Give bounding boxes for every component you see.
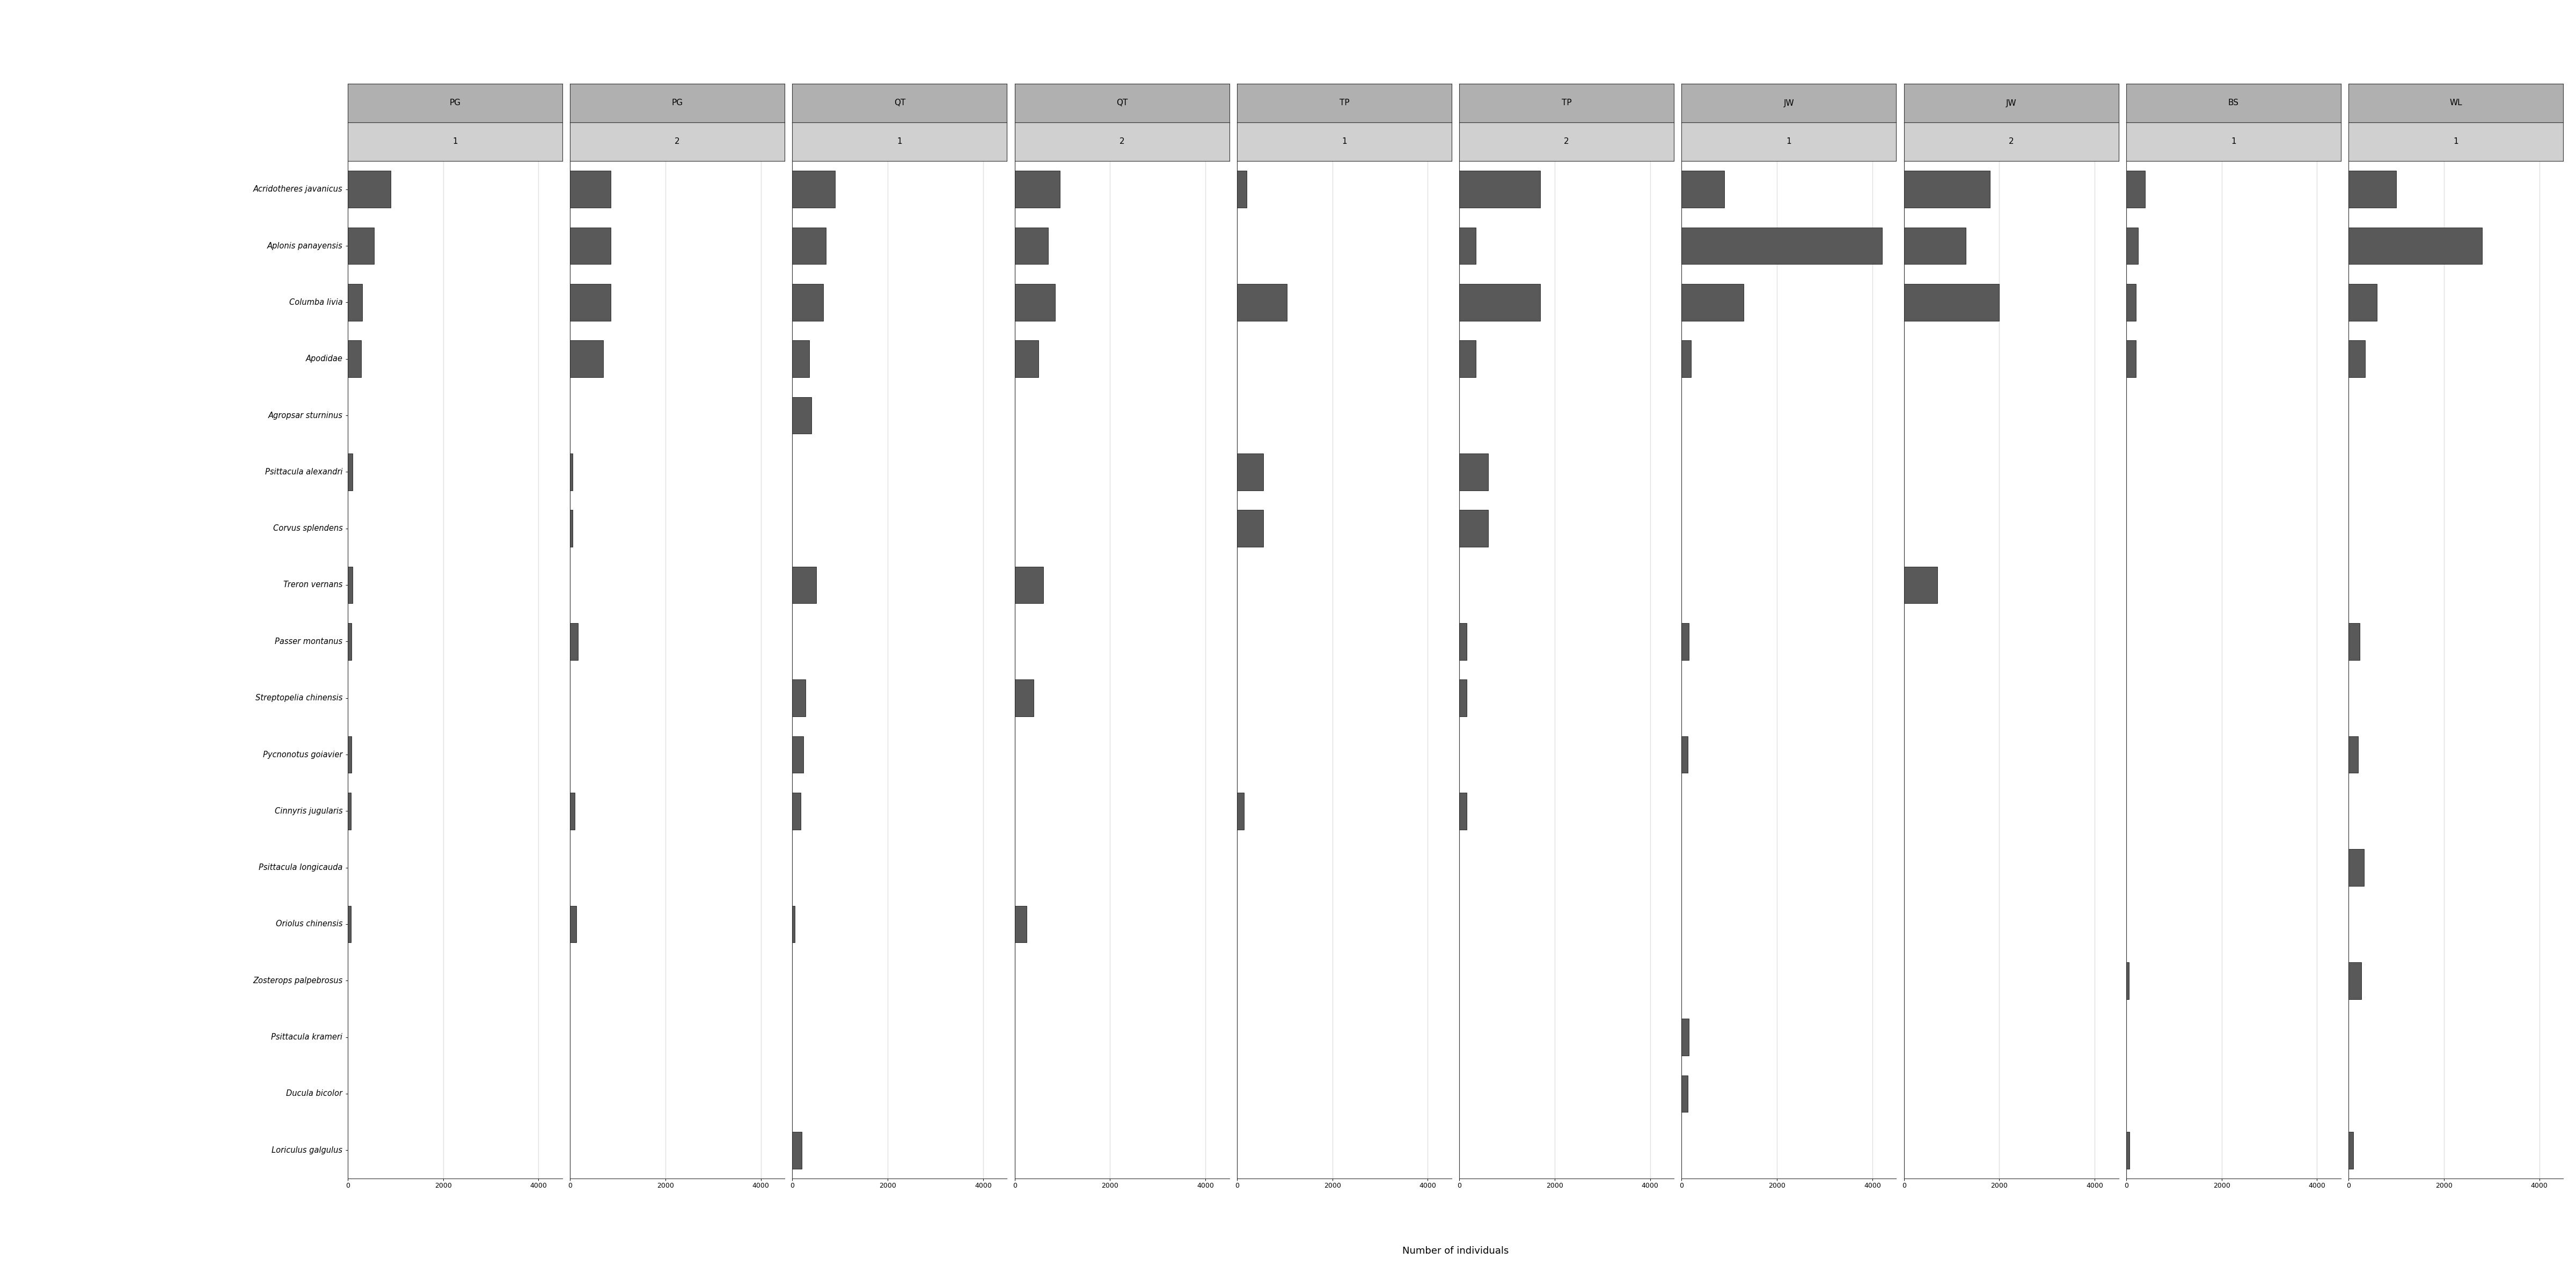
Bar xyxy=(1458,283,1540,321)
Bar xyxy=(1458,171,1540,207)
Bar xyxy=(2349,340,2365,377)
Text: 1: 1 xyxy=(2231,138,2236,146)
Text: QT: QT xyxy=(1115,99,1128,107)
Bar xyxy=(348,792,350,829)
Bar xyxy=(1682,283,1744,321)
Bar xyxy=(793,567,817,603)
Bar xyxy=(1015,567,1043,603)
Bar xyxy=(1236,510,1262,547)
Bar xyxy=(793,228,827,264)
Bar xyxy=(1904,283,1999,321)
Bar xyxy=(2125,171,2146,207)
Bar xyxy=(793,1132,801,1168)
Bar xyxy=(793,283,824,321)
Bar xyxy=(569,623,577,659)
Text: PG: PG xyxy=(448,99,461,107)
Bar xyxy=(793,737,804,773)
Bar xyxy=(2125,962,2130,999)
Bar xyxy=(569,340,603,377)
Bar xyxy=(1015,905,1028,943)
Bar xyxy=(348,283,363,321)
Bar xyxy=(1904,228,1965,264)
Text: 1: 1 xyxy=(2452,138,2458,146)
Text: TP: TP xyxy=(1561,99,1571,107)
Bar xyxy=(2349,1132,2354,1168)
Text: QT: QT xyxy=(894,99,904,107)
Bar xyxy=(1015,171,1059,207)
Text: PG: PG xyxy=(672,99,683,107)
Bar xyxy=(569,228,611,264)
Bar xyxy=(2125,228,2138,264)
Bar xyxy=(1682,623,1690,659)
Text: BS: BS xyxy=(2228,99,2239,107)
Bar xyxy=(569,792,574,829)
Bar xyxy=(1015,680,1033,716)
Bar xyxy=(1458,680,1466,716)
Bar xyxy=(1236,171,1247,207)
Bar xyxy=(793,171,835,207)
Bar xyxy=(2125,283,2136,321)
Bar xyxy=(1682,1019,1690,1056)
Bar xyxy=(1458,792,1466,829)
Bar xyxy=(1458,340,1476,377)
Bar xyxy=(348,623,350,659)
Bar xyxy=(348,453,353,491)
Bar xyxy=(569,283,611,321)
Bar xyxy=(793,792,801,829)
Text: 1: 1 xyxy=(1785,138,1790,146)
Bar xyxy=(348,737,350,773)
Bar xyxy=(569,171,611,207)
Bar xyxy=(1236,453,1262,491)
Bar xyxy=(2125,340,2136,377)
Bar xyxy=(348,228,374,264)
Bar xyxy=(1015,228,1048,264)
Bar xyxy=(1904,171,1989,207)
Bar xyxy=(2125,1132,2130,1168)
Bar xyxy=(1015,340,1038,377)
Text: 1: 1 xyxy=(1342,138,1347,146)
Bar xyxy=(793,397,811,434)
Bar xyxy=(1015,283,1056,321)
Bar xyxy=(1458,453,1489,491)
Text: TP: TP xyxy=(1340,99,1350,107)
Text: JW: JW xyxy=(2007,99,2017,107)
Bar xyxy=(348,567,353,603)
Bar xyxy=(1236,283,1288,321)
Bar xyxy=(348,171,392,207)
Text: WL: WL xyxy=(2450,99,2463,107)
Text: 2: 2 xyxy=(1564,138,1569,146)
Text: 2: 2 xyxy=(1121,138,1126,146)
Bar xyxy=(1682,171,1723,207)
Bar xyxy=(1682,737,1687,773)
Bar xyxy=(1458,510,1489,547)
Bar xyxy=(793,680,806,716)
Bar xyxy=(2349,737,2357,773)
Text: 1: 1 xyxy=(453,138,459,146)
Bar xyxy=(1458,623,1466,659)
Text: JW: JW xyxy=(1783,99,1793,107)
Bar xyxy=(1682,228,1883,264)
Text: Number of individuals: Number of individuals xyxy=(1401,1247,1510,1256)
Bar xyxy=(1682,340,1692,377)
Bar xyxy=(1682,1075,1687,1112)
Bar xyxy=(348,340,361,377)
Bar xyxy=(793,340,809,377)
Bar xyxy=(2349,849,2365,886)
Bar xyxy=(2349,962,2362,999)
Bar xyxy=(569,905,577,943)
Bar xyxy=(2349,171,2396,207)
Bar xyxy=(2349,283,2378,321)
Bar xyxy=(2349,228,2483,264)
Bar xyxy=(2349,623,2360,659)
Bar xyxy=(1458,228,1476,264)
Bar xyxy=(348,905,350,943)
Text: 1: 1 xyxy=(896,138,902,146)
Text: 2: 2 xyxy=(2009,138,2014,146)
Bar xyxy=(1904,567,1937,603)
Text: 2: 2 xyxy=(675,138,680,146)
Bar xyxy=(1236,792,1244,829)
